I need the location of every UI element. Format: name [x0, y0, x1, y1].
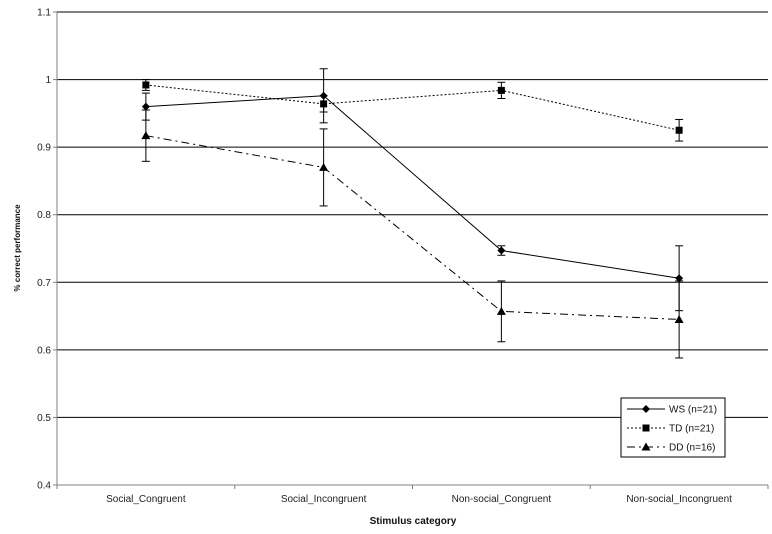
y-axis-title: % correct performance	[13, 204, 22, 292]
data-point	[141, 102, 150, 111]
data-point	[675, 274, 684, 283]
data-point	[141, 131, 151, 140]
data-point	[319, 162, 329, 171]
x-tick-label: Social_Incongruent	[281, 494, 367, 505]
y-tick-label: 0.4	[37, 481, 51, 492]
x-tick-label: Non-social_Congruent	[452, 494, 552, 505]
series-line	[145, 135, 680, 320]
x-tick-label: Social_Congruent	[106, 494, 186, 505]
data-point	[496, 306, 506, 315]
y-tick-label: 1	[45, 75, 51, 86]
series-1	[141, 79, 684, 142]
x-tick-labels: Social_Congruent Social_Incongruent Non-so…	[56, 485, 769, 505]
y-tick-label: 0.6	[37, 345, 51, 356]
series-0	[141, 68, 684, 312]
data-point	[320, 100, 328, 108]
y-tick-labels: 0.4 0.5 0.6 0.7 0.8 0.9 1 1.1	[37, 8, 51, 492]
series-line	[145, 84, 680, 131]
legend-label: WS (n=21)	[669, 405, 717, 416]
data-point	[497, 246, 506, 255]
y-tick-label: 0.9	[37, 143, 51, 154]
series-2	[141, 109, 684, 359]
x-axis-title: Stimulus category	[370, 516, 457, 527]
series-group	[141, 68, 684, 359]
legend-marker	[642, 424, 650, 432]
data-point	[675, 126, 683, 134]
y-tick-label: 1.1	[37, 8, 51, 19]
y-tick-label: 0.5	[37, 413, 51, 424]
x-tick-label: Non-social_Incongruent	[626, 494, 732, 505]
data-point	[497, 86, 505, 94]
data-point	[142, 81, 150, 89]
legend-box	[620, 397, 726, 458]
legend-marker	[642, 405, 650, 413]
legend-marker	[641, 442, 651, 451]
legend-label: TD (n=21)	[669, 424, 714, 435]
y-tick-label: 0.8	[37, 210, 51, 221]
legend: WS (n=21) TD (n=21) DD (n=16)	[620, 397, 726, 458]
legend-label: DD (n=16)	[669, 443, 715, 454]
series-line	[145, 95, 680, 279]
y-tick-label: 0.7	[37, 278, 51, 289]
data-point	[674, 314, 684, 323]
gridlines	[53, 11, 768, 486]
